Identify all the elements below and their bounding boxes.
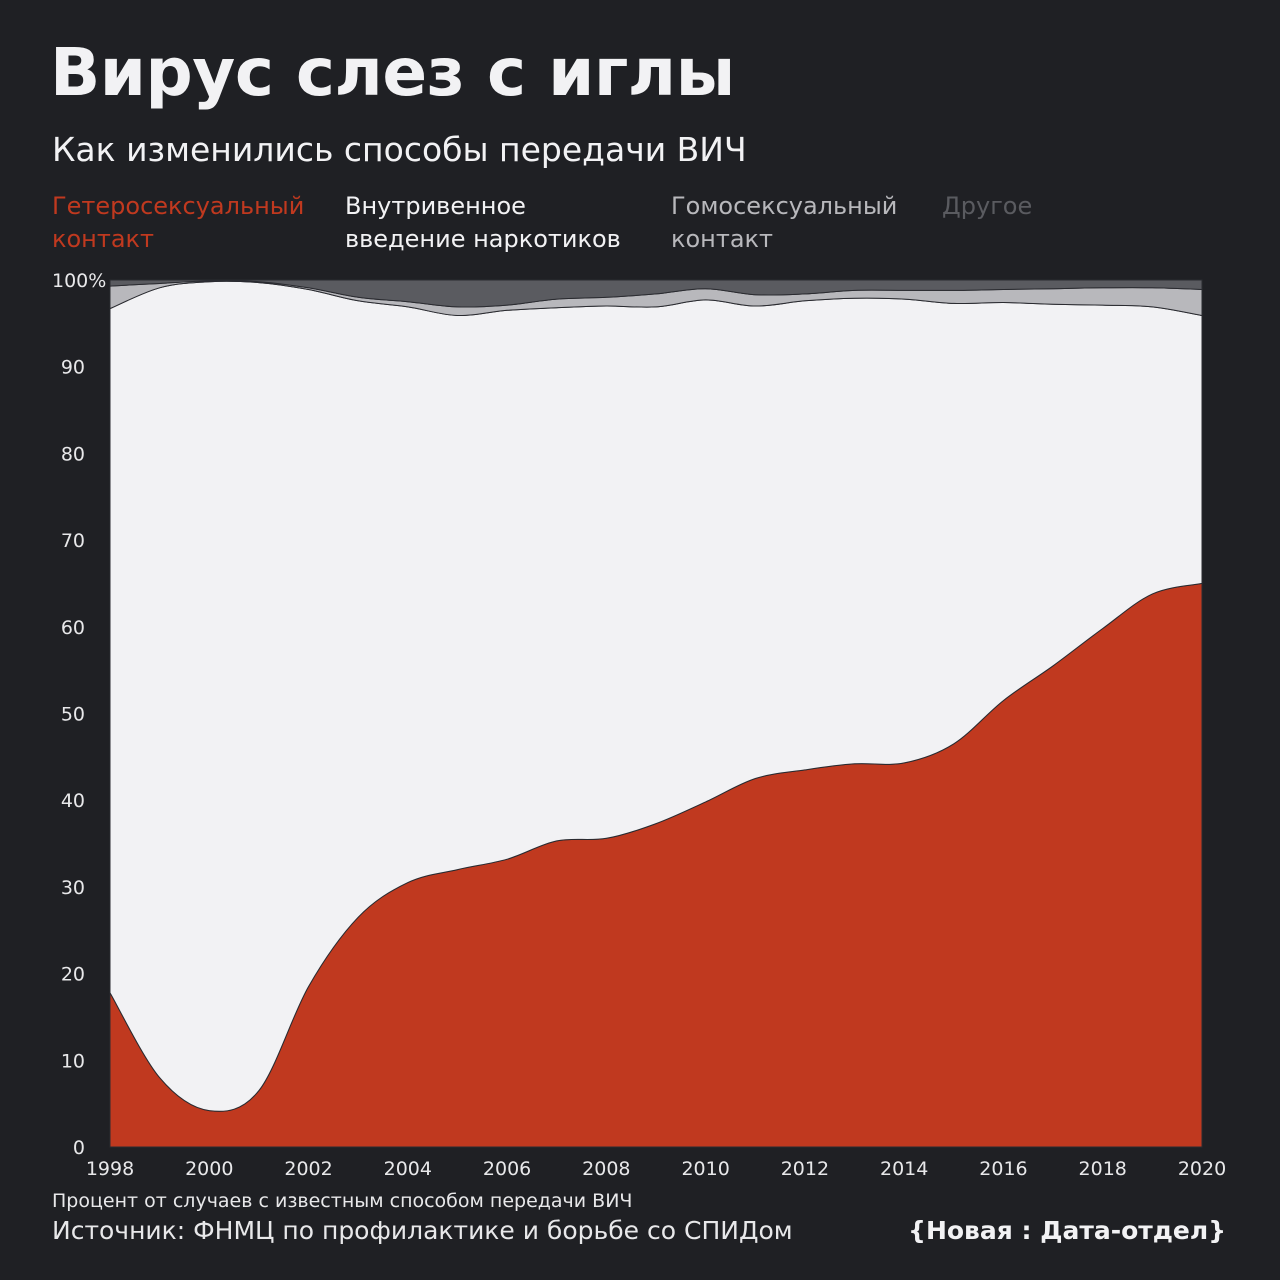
x-tick-label: 2018 xyxy=(1079,1158,1127,1180)
x-tick-label: 2016 xyxy=(979,1158,1027,1180)
y-tick-label: 40 xyxy=(61,790,85,812)
y-tick-label: 90 xyxy=(61,357,85,379)
y-tick-label: 10 xyxy=(61,1050,85,1072)
y-tick-label: 80 xyxy=(61,443,85,465)
y-tick-label: 100% xyxy=(52,270,106,292)
y-tick-label: 50 xyxy=(61,704,85,726)
x-tick-label: 2020 xyxy=(1178,1158,1226,1180)
source-note: Источник: ФНМЦ по профилактике и борьбе … xyxy=(52,1216,793,1245)
legend-other: Другое xyxy=(942,192,1033,220)
x-axis-ticks: 1998 2000 2002 2004 2006 2008 2010 2012 2014 2016… xyxy=(86,1158,1226,1180)
x-tick-label: 2006 xyxy=(483,1158,531,1180)
chart-subtitle: Как изменились способы передачи ВИЧ xyxy=(52,130,747,169)
y-tick-label: 20 xyxy=(61,964,85,986)
chart-footnote: Процент от случаев с известным способом … xyxy=(52,1190,633,1212)
y-tick-label: 0 xyxy=(73,1137,85,1159)
legend-heterosexual: Гетеросексуальный контакт xyxy=(52,192,305,253)
x-tick-label: 1998 xyxy=(86,1158,134,1180)
area-layers xyxy=(109,279,1203,1148)
chart-title: Вирус слез с иглы xyxy=(50,34,735,111)
area-series-3 xyxy=(109,279,1203,308)
y-tick-label: 60 xyxy=(61,617,85,639)
x-tick-label: 2012 xyxy=(781,1158,829,1180)
x-tick-label: 2002 xyxy=(284,1158,332,1180)
x-tick-label: 2010 xyxy=(681,1158,729,1180)
y-axis-ticks: 0 10 20 30 40 50 60 70 80 90 100% xyxy=(52,270,106,1159)
legend-homosexual: Гомосексуальный контакт xyxy=(671,192,898,253)
x-tick-label: 2004 xyxy=(384,1158,432,1180)
y-tick-label: 70 xyxy=(61,530,85,552)
x-tick-label: 2000 xyxy=(185,1158,233,1180)
x-tick-label: 2008 xyxy=(582,1158,630,1180)
x-tick-label: 2014 xyxy=(880,1158,928,1180)
legend-injection: Внутривенное введение наркотиков xyxy=(345,192,621,253)
y-tick-label: 30 xyxy=(61,877,85,899)
brand-logo: {Новая : Дата-отдел} xyxy=(908,1216,1226,1245)
